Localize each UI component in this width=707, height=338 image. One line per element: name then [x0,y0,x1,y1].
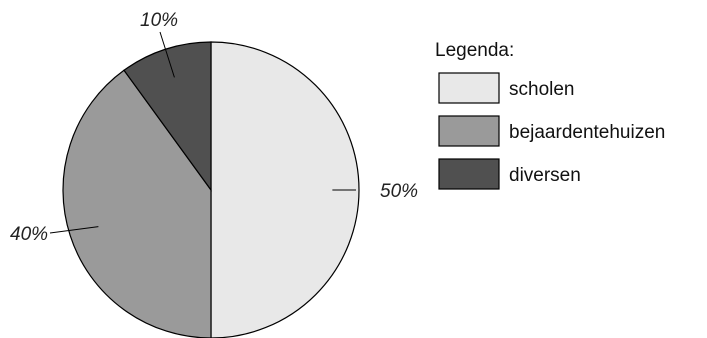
legend-items: scholen bejaardentehuizen diversen [438,72,665,190]
legend-swatch-diversen [438,158,500,190]
legend-label-bejaardentehuizen: bejaardentehuizen [509,122,665,143]
legend-title: Legenda: [435,40,514,61]
legend-label-diversen: diversen [509,165,581,186]
pie-slice-scholen [210,41,360,338]
percent-label-bejaardentehuizen: 40% [10,224,48,245]
leader-line-diversen [159,31,175,78]
pie-slices [62,41,360,338]
pie-leader-lines [49,31,356,234]
pie-slice-bejaardentehuizen [62,69,212,338]
legend-label-scholen: scholen [509,79,575,100]
percent-label-diversen: 10% [140,10,178,31]
legend-swatch-bejaardentehuizen [438,115,500,147]
pie-percent-labels: 50% 40% 10% [10,10,418,245]
percent-label-scholen: 50% [380,181,418,202]
leader-line-bejaardentehuizen [49,226,99,234]
legend-swatch-scholen [438,72,500,104]
legend: Legenda: scholen bejaardentehuizen diverse… [435,40,665,190]
